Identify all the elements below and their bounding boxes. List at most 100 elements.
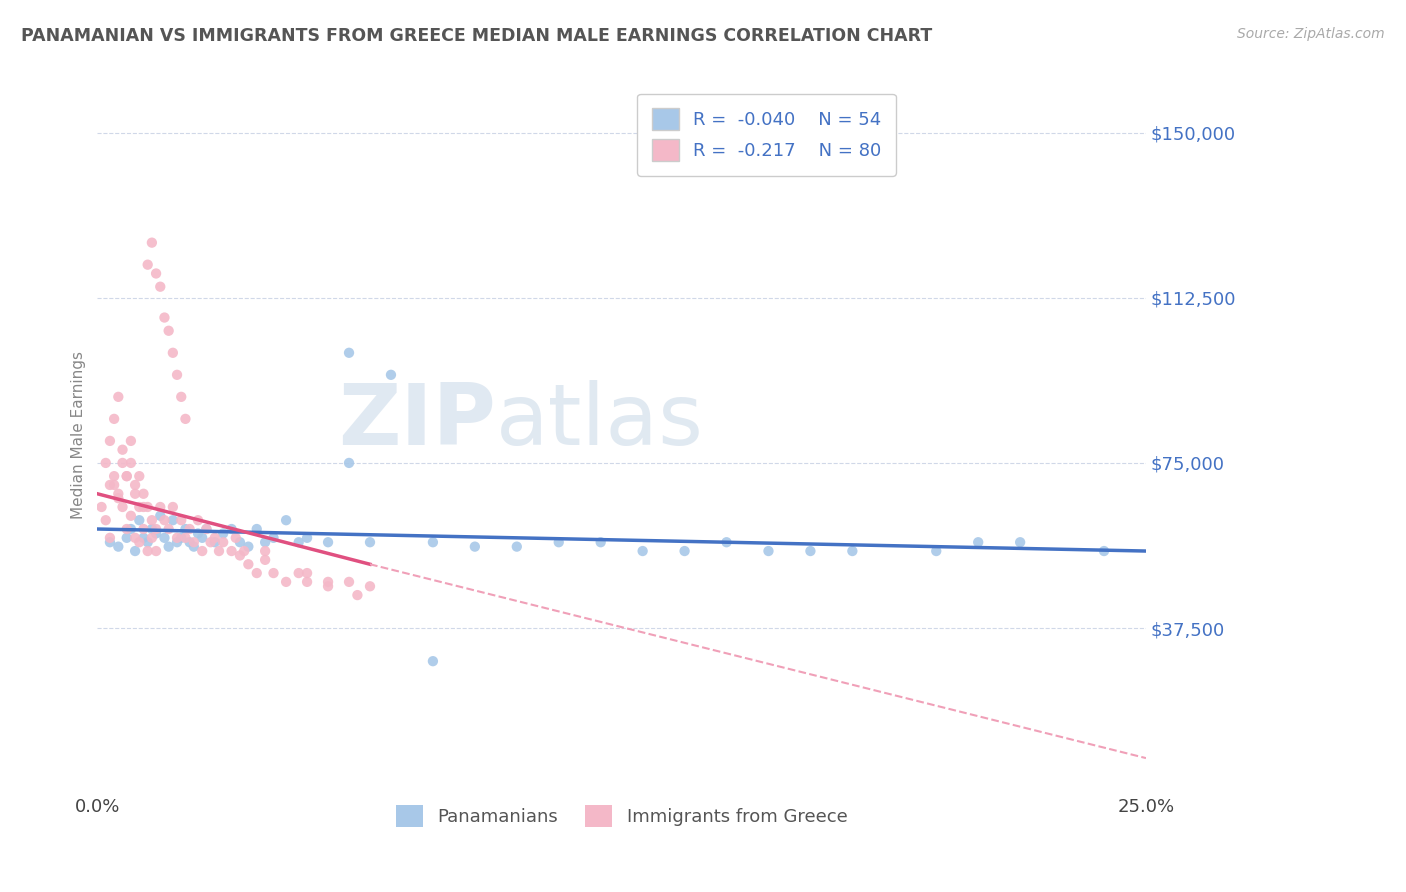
Point [111,456,134,470]
Point [124,544,146,558]
Point [115,469,138,483]
Point [107,540,129,554]
Point [631,544,654,558]
Point [337,574,360,589]
Point [115,522,138,536]
Point [170,390,193,404]
Point [200,535,222,549]
Point [925,544,948,558]
Point [233,544,256,558]
Point [204,535,226,549]
Point [316,574,339,589]
Point [263,531,285,545]
Point [162,500,184,514]
Point [246,566,269,580]
Point [145,526,167,541]
Point [337,456,360,470]
Point [208,544,231,558]
Point [120,522,142,536]
Point [191,544,214,558]
Point [145,544,167,558]
Text: atlas: atlas [496,380,704,463]
Point [263,566,285,580]
Point [149,508,172,523]
Point [195,522,218,536]
Point [166,368,188,382]
Point [90,500,112,514]
Point [128,500,150,514]
Point [221,522,243,536]
Point [174,522,197,536]
Point [157,540,180,554]
Point [145,522,167,536]
Text: Source: ZipAtlas.com: Source: ZipAtlas.com [1237,27,1385,41]
Point [111,442,134,457]
Point [179,522,201,536]
Point [547,535,569,549]
Point [225,531,247,545]
Point [94,456,117,470]
Point [128,469,150,483]
Point [191,531,214,545]
Point [287,535,309,549]
Point [799,544,821,558]
Point [422,535,444,549]
Point [107,390,129,404]
Point [162,513,184,527]
Point [589,535,612,549]
Point [98,535,121,549]
Point [346,588,368,602]
Point [195,522,218,536]
Point [238,558,260,572]
Point [120,456,142,470]
Point [316,535,339,549]
Point [229,535,252,549]
Point [274,513,297,527]
Point [337,346,360,360]
Point [136,544,159,558]
Point [967,535,990,549]
Point [183,540,205,554]
Point [98,478,121,492]
Point [141,513,163,527]
Point [103,412,125,426]
Point [174,531,197,545]
Point [187,526,209,541]
Point [221,544,243,558]
Point [145,267,167,281]
Point [111,500,134,514]
Point [1092,544,1115,558]
Point [170,531,193,545]
Point [94,513,117,527]
Point [136,535,159,549]
Point [132,531,155,545]
Point [153,310,176,325]
Point [422,654,444,668]
Point [136,500,159,514]
Point [274,574,297,589]
Point [136,258,159,272]
Point [204,531,226,545]
Point [124,478,146,492]
Point [254,535,277,549]
Point [149,500,172,514]
Point [141,522,163,536]
Point [166,535,188,549]
Point [115,469,138,483]
Point [1010,535,1032,549]
Point [162,346,184,360]
Point [229,549,252,563]
Point [464,540,486,554]
Point [212,535,235,549]
Point [287,566,309,580]
Point [170,513,193,527]
Point [124,531,146,545]
Point [132,487,155,501]
Point [128,513,150,527]
Point [124,487,146,501]
Point [107,487,129,501]
Point [716,535,738,549]
Point [157,324,180,338]
Point [107,491,129,505]
Point [187,513,209,527]
